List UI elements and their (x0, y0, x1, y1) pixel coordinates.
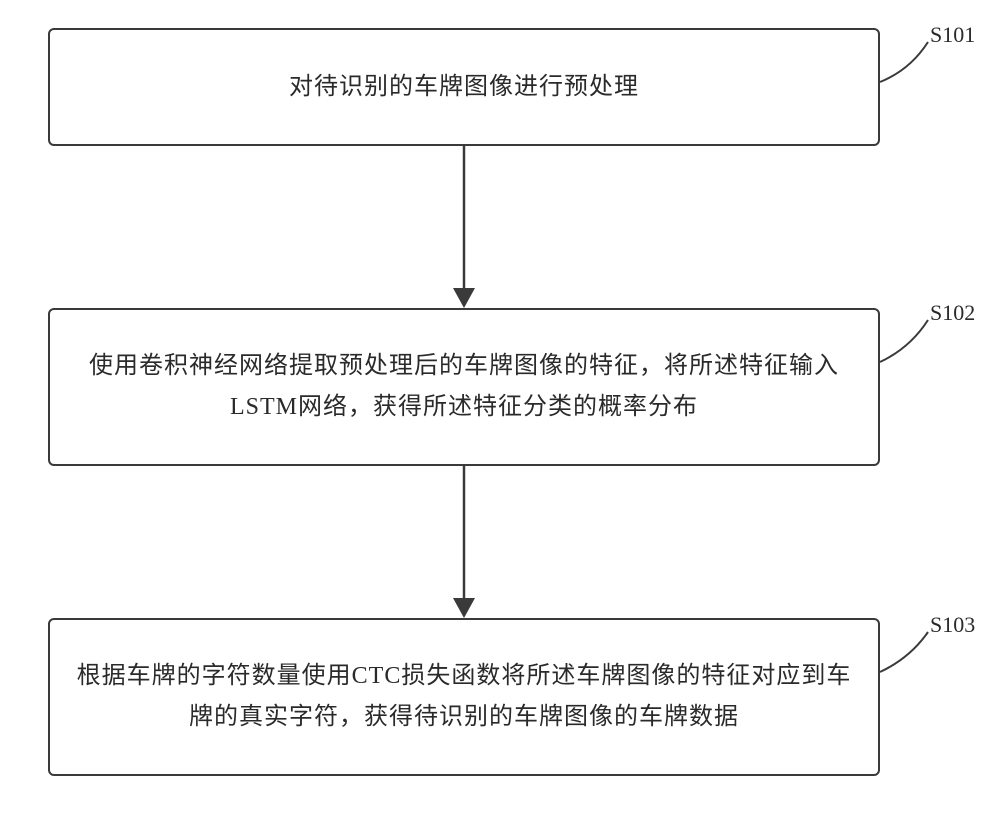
flow-arrow (0, 0, 1000, 816)
